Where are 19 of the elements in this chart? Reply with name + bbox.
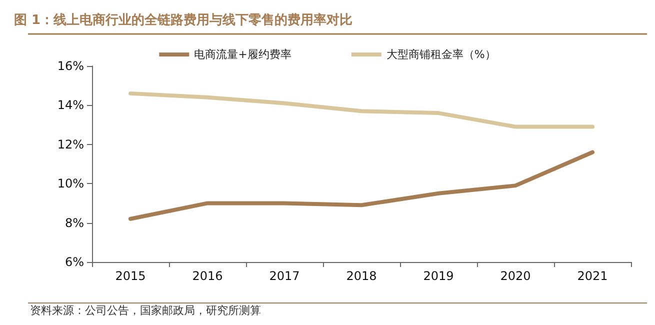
x-tick-label: 2016 — [192, 269, 223, 283]
x-tick-label: 2018 — [346, 269, 377, 283]
y-tick-label: 16% — [57, 59, 84, 73]
x-tick-label: 2021 — [577, 269, 608, 283]
legend-label: 大型商铺租金率（%） — [386, 48, 496, 61]
x-tick-label: 2015 — [115, 269, 146, 283]
y-tick-label: 10% — [57, 176, 84, 191]
line-series — [128, 91, 594, 129]
y-tick-label: 14% — [57, 98, 84, 112]
text: 资料来源：公司公告，国家邮政局，研究所测算 — [30, 304, 261, 317]
chart-title: 图 1：线上电商行业的全链路费用与线下零售的费用率对比 — [14, 12, 353, 28]
y-tick-label: 8% — [64, 216, 84, 230]
x-tick-label: 2020 — [500, 269, 531, 283]
x-tick-label: 2017 — [269, 269, 300, 283]
x-tick-label: 2019 — [423, 269, 454, 283]
y-tick-label: 6% — [64, 255, 84, 269]
line-series — [128, 150, 594, 221]
legend-label: 电商流量+履约费率 — [194, 48, 292, 61]
y-tick-label: 12% — [57, 137, 84, 152]
